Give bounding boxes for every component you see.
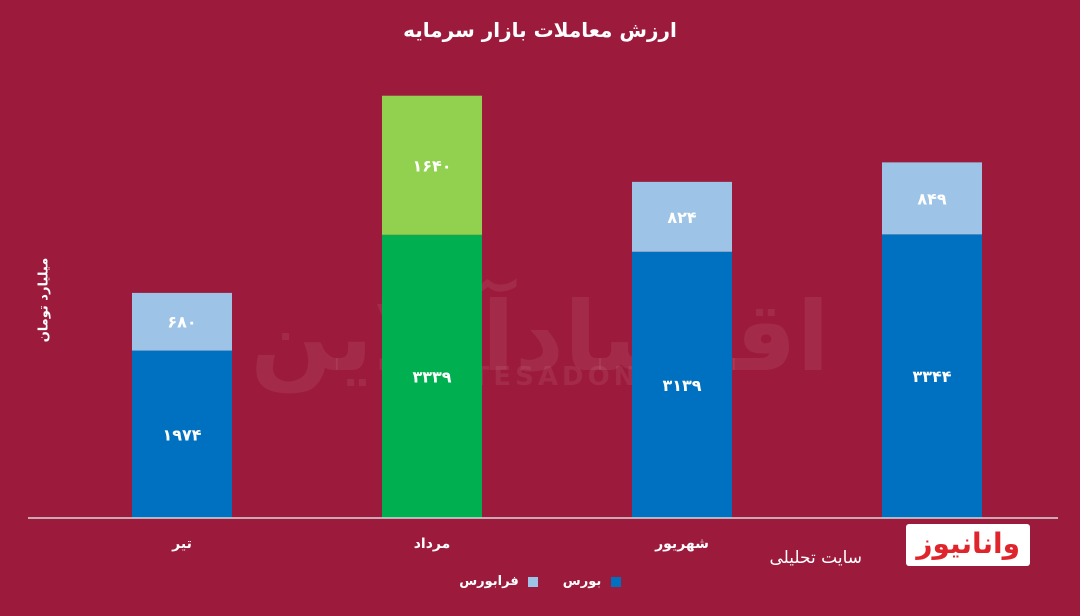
x-tick-label-2: شهریور bbox=[654, 536, 709, 552]
labels-group: ۱۹۷۴ ۶۸۰ ۳۳۳۹ ۱۶۴۰ ۳۱۳۹ ۸۲۴ ۳۳۴۴ ۸۴۹ bbox=[162, 156, 951, 444]
bar-farabourse-0 bbox=[132, 292, 232, 351]
chart-title: ارزش معاملات بازار سرمایه bbox=[403, 18, 677, 42]
data-label-bourse-2: ۳۱۳۹ bbox=[662, 376, 701, 395]
bar-bourse-3 bbox=[882, 234, 982, 518]
x-tick-label-1: مرداد bbox=[414, 536, 451, 552]
bar-farabourse-3 bbox=[882, 162, 982, 235]
brand-watermark: وانانیوز سایت تحلیلی bbox=[738, 524, 1038, 574]
data-label-farabourse-0: ۶۸۰ bbox=[167, 313, 196, 332]
legend-label-farabourse: فرابورس bbox=[459, 574, 519, 589]
bar-farabourse-2 bbox=[632, 181, 732, 252]
bar-bourse-0 bbox=[132, 350, 232, 518]
legend-swatch-bourse bbox=[610, 576, 621, 587]
data-label-farabourse-2: ۸۲۴ bbox=[667, 208, 697, 227]
legend-swatch-farabourse bbox=[528, 576, 539, 587]
bar-farabourse-1 bbox=[382, 95, 482, 235]
legend-item-bourse: بورس bbox=[563, 574, 621, 589]
x-tick-label-0: تیر bbox=[171, 536, 192, 552]
data-label-bourse-0: ۱۹۷۴ bbox=[162, 425, 201, 444]
brand-subtitle: سایت تحلیلی bbox=[769, 548, 862, 568]
bar-bourse-2 bbox=[632, 251, 732, 518]
legend: بورس فرابورس bbox=[0, 574, 1080, 589]
brand-logo: وانانیوز bbox=[906, 524, 1030, 566]
bars-group bbox=[132, 95, 982, 518]
data-label-farabourse-3: ۸۴۹ bbox=[917, 189, 947, 208]
legend-label-bourse: بورس bbox=[562, 574, 602, 589]
data-label-bourse-3: ۳۳۴۴ bbox=[912, 367, 951, 386]
data-label-farabourse-1: ۱۶۴۰ bbox=[412, 156, 451, 175]
data-label-bourse-1: ۳۳۳۹ bbox=[412, 367, 451, 386]
watermark-text: اقتصادآنلاین bbox=[250, 278, 829, 393]
bar-bourse-1 bbox=[382, 234, 482, 518]
legend-item-farabourse: فرابورس bbox=[459, 574, 539, 589]
